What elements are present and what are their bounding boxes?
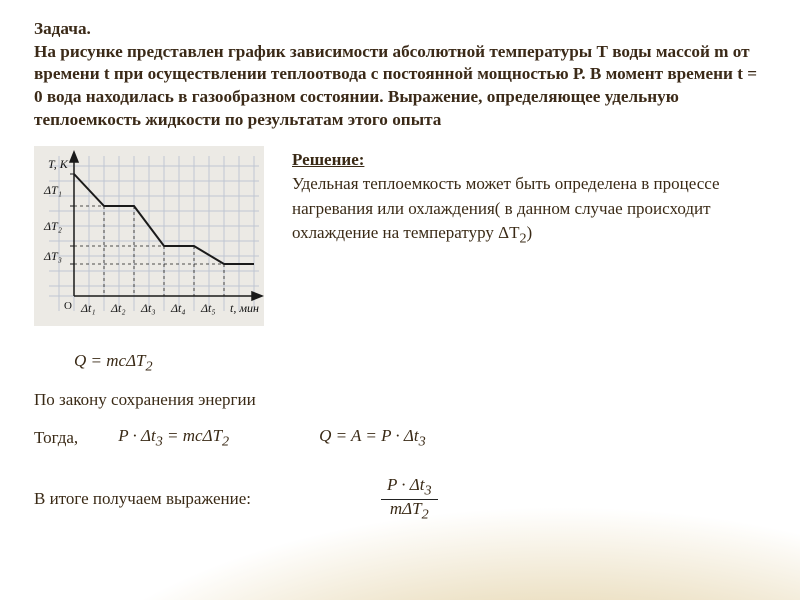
eq-pdt-mid-sub: 2	[222, 433, 229, 449]
eq-qaa-text: Q = A = P · Δt	[319, 426, 419, 445]
frac-den: mΔT	[390, 499, 422, 518]
content-row: T, К ΔT₁ ΔT₂ ΔT₃ O Δt₁ Δt₂ Δt₃ Δt₄ Δt₅ t…	[34, 146, 766, 326]
xtick-4: Δt₄	[170, 301, 186, 315]
problem-statement: Задача. На рисунке представлен график за…	[34, 18, 766, 132]
x-axis-label: t, мин	[230, 301, 259, 315]
title-line2: На рисунке представлен график зависимост…	[34, 42, 757, 129]
then-row: Тогда, P · Δt3 = mcΔT2 Q = A = P · Δt3	[34, 423, 766, 453]
then-label: Тогда,	[34, 425, 78, 451]
xtick-3: Δt₃	[140, 301, 156, 315]
frac-num-sub: 3	[425, 483, 432, 499]
xtick-1: Δt₁	[80, 301, 96, 315]
ytick-dt2: ΔT₂	[43, 219, 62, 233]
eq-pdt-mcdt: P · Δt3 = mcΔT2	[118, 423, 229, 453]
svg-text:O: O	[64, 300, 72, 312]
solution-column: Решение: Удельная теплоемкость может быт…	[292, 146, 766, 326]
chart-svg: T, К ΔT₁ ΔT₂ ΔT₃ O Δt₁ Δt₂ Δt₃ Δt₄ Δt₅ t…	[34, 146, 264, 326]
eq-qaa-sub: 3	[419, 433, 426, 449]
eq-pdt-left: P · Δt	[118, 426, 156, 445]
final-row: В итоге получаем выражение: P · Δt3 mΔT2	[34, 476, 766, 522]
xtick-5: Δt₅	[200, 301, 216, 315]
title-line1: Задача.	[34, 19, 91, 38]
conservation-line: По закону сохранения энергии	[34, 387, 766, 413]
final-label: В итоге получаем выражение:	[34, 486, 251, 512]
eq-pdt-mid: = mcΔT	[163, 426, 222, 445]
solution-text: Удельная теплоемкость может быть определ…	[292, 174, 720, 242]
solution-heading: Решение:	[292, 150, 364, 169]
y-axis-label: T, К	[48, 157, 69, 171]
solution-sub: 2	[519, 231, 526, 247]
tk-vs-time-chart: T, К ΔT₁ ΔT₂ ΔT₃ O Δt₁ Δt₂ Δt₃ Δt₄ Δt₅ t…	[34, 146, 264, 326]
eq-q-mcdt-sub: 2	[146, 358, 153, 374]
frac-num: P · Δt	[387, 475, 425, 494]
slide: Задача. На рисунке представлен график за…	[0, 0, 800, 600]
final-fraction: P · Δt3 mΔT2	[381, 476, 438, 522]
ytick-dt3: ΔT₃	[43, 249, 62, 263]
ytick-dt1: ΔT₁	[43, 183, 62, 197]
eq-q-a-pdt: Q = A = P · Δt3	[319, 423, 426, 453]
solution-text-end: )	[527, 223, 533, 242]
frac-den-sub: 2	[422, 506, 429, 522]
eq-q-mcdt: Q = mcΔT2	[34, 348, 766, 378]
eq-q-mcdt-text: Q = mcΔT	[74, 351, 146, 370]
eq-pdt-left-sub: 3	[156, 433, 163, 449]
xtick-2: Δt₂	[110, 301, 126, 315]
